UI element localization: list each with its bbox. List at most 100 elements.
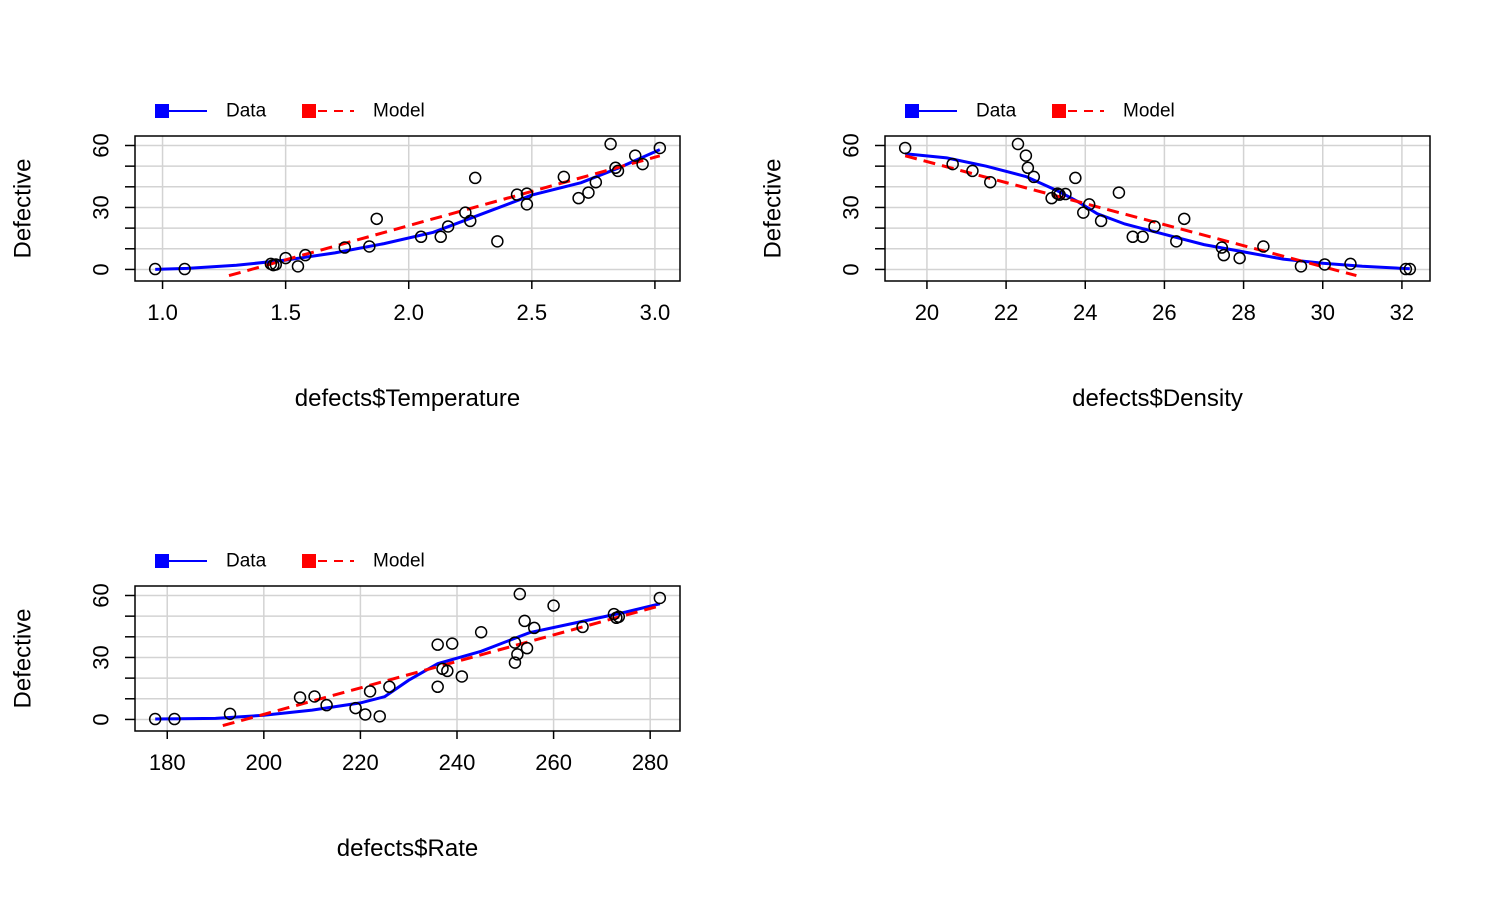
y-tick-label: 30 [89, 645, 114, 669]
x-tick-label: 22 [994, 300, 1018, 325]
data-point [528, 621, 541, 635]
y-tick-label: 0 [839, 263, 864, 275]
x-tick-label: 20 [915, 300, 939, 325]
data-point [291, 260, 305, 273]
data-point [441, 664, 454, 678]
data-point [1215, 241, 1229, 254]
data-point [653, 591, 667, 605]
legend-label-model: Model [373, 551, 425, 572]
data-point [589, 176, 603, 189]
y-tick-label: 30 [839, 195, 864, 219]
data-point [363, 685, 377, 698]
series-lines [904, 152, 1410, 278]
data-point [373, 710, 386, 723]
legend-label-data: Data [976, 101, 1017, 122]
y-tick-label: 60 [89, 583, 114, 607]
data-point [611, 164, 625, 178]
data-point [363, 240, 376, 253]
data-point [455, 670, 469, 683]
data-point [1148, 220, 1161, 233]
data-point [547, 599, 560, 612]
legend-label-data: Data [226, 551, 267, 572]
data-point [1112, 186, 1126, 199]
data-point [572, 191, 585, 205]
legend-label-data: Data [226, 101, 267, 122]
data-point [1318, 258, 1331, 271]
data-point [1217, 248, 1231, 262]
series-line-data [155, 148, 661, 271]
x-tick-label: 220 [342, 750, 379, 775]
data-point [612, 610, 626, 624]
data-point [1126, 230, 1140, 244]
data-point [1069, 171, 1082, 185]
data-point [557, 170, 571, 184]
data-point [1233, 251, 1246, 265]
y-axis-label: Defective [10, 608, 37, 708]
data-point [468, 171, 482, 185]
data-point [491, 235, 504, 248]
legend: Data Model [905, 101, 1175, 122]
legend-label-model: Model [373, 101, 425, 122]
chart-panel-3: 180 200 220 240 260 280 0 30 60 defects$Rate Defec… [10, 551, 681, 862]
data-point [1294, 260, 1308, 273]
data-point [441, 220, 455, 233]
plot-box [134, 585, 681, 732]
data-point [1344, 257, 1357, 271]
x-tick-label: 1.5 [270, 300, 301, 325]
series-line-model [904, 154, 1357, 278]
y-axis-label: Defective [760, 158, 787, 258]
data-point [1177, 212, 1191, 226]
data-point [1027, 170, 1041, 184]
data-point [508, 636, 522, 649]
data-point [508, 656, 522, 669]
legend: Data Model [155, 551, 425, 572]
x-tick-label: 180 [149, 750, 186, 775]
x-tick-label: 2.5 [517, 300, 548, 325]
chart-panel-1: 1.0 1.5 2.0 2.5 3.0 0 30 60 defects$Temperature D… [10, 101, 681, 412]
x-tick-label: 260 [535, 750, 572, 775]
x-tick-label: 28 [1231, 300, 1255, 325]
data-point [445, 637, 459, 650]
legend-swatch-data [155, 554, 169, 568]
data-point [1094, 214, 1108, 228]
data-point [320, 698, 333, 712]
data-point [636, 157, 649, 171]
data-point [293, 691, 307, 704]
data-point [299, 248, 312, 262]
legend-swatch-data [155, 104, 169, 118]
data-point [513, 587, 527, 601]
data-point [1082, 198, 1096, 211]
plot-box [884, 135, 1431, 282]
chart-panel-2: 20 22 24 26 28 30 32 0 30 60 defects$Density Defect… [760, 101, 1431, 412]
data-point [370, 212, 383, 226]
data-point [178, 262, 191, 276]
y-tick-label: 30 [89, 195, 114, 219]
data-point [1053, 188, 1066, 201]
data-point [1021, 161, 1035, 175]
data-point [518, 614, 531, 628]
legend-swatch-model [302, 104, 316, 118]
series-line-model [222, 604, 661, 728]
x-axis-label: defects$Rate [337, 835, 478, 862]
data-point [1059, 187, 1072, 201]
data-point [434, 230, 447, 244]
data-point [1399, 262, 1413, 276]
data-point [474, 626, 488, 639]
data-point [1136, 230, 1149, 244]
series-line-model [228, 154, 661, 278]
data-point [308, 690, 321, 703]
legend-label-model: Model [1123, 101, 1175, 122]
points [898, 137, 1417, 276]
data-point [984, 176, 997, 189]
data-point [604, 137, 617, 151]
data-point [431, 638, 444, 651]
data-point [168, 712, 181, 726]
legend-swatch-model [1052, 104, 1066, 118]
data-point [383, 680, 396, 694]
data-point [628, 149, 642, 162]
data-point [946, 157, 959, 171]
data-point [1077, 206, 1090, 219]
x-tick-label: 32 [1390, 300, 1414, 325]
series-lines [155, 148, 661, 278]
